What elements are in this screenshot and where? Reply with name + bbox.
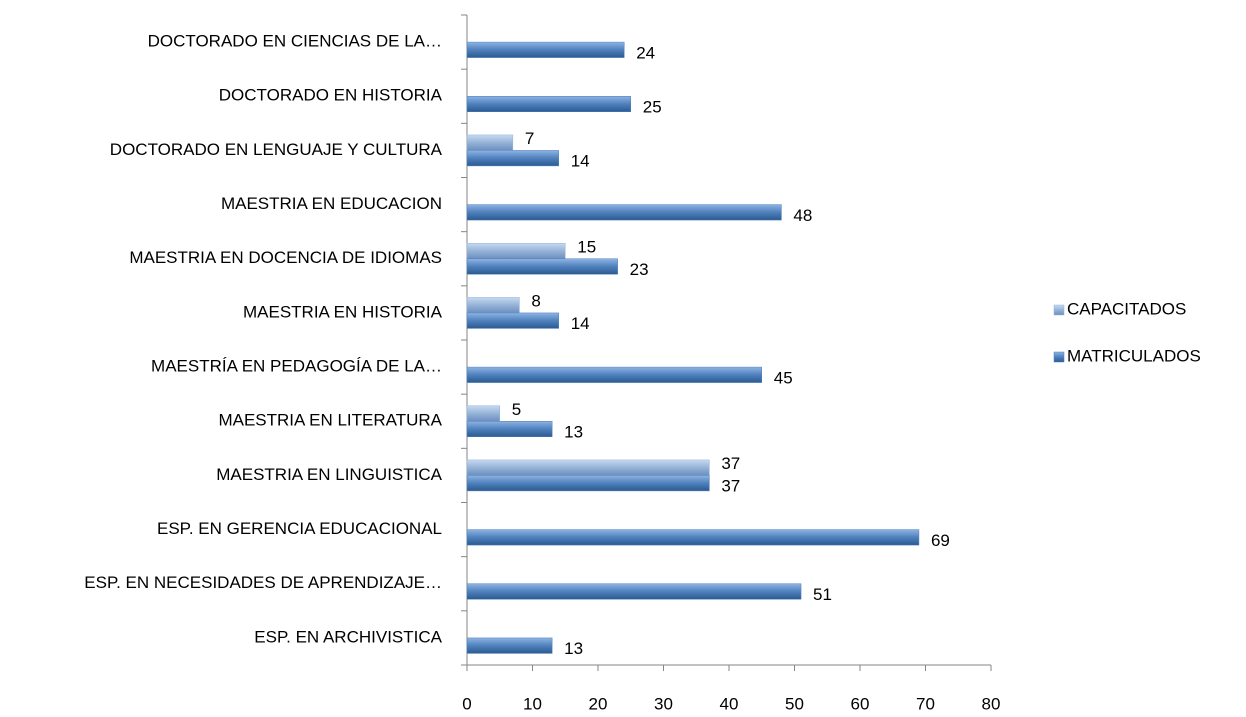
value-label: 7 xyxy=(525,129,534,148)
value-label: 69 xyxy=(931,531,950,550)
y-tick-label: MAESTRIA EN LINGUISTICA xyxy=(216,465,442,484)
value-label: 24 xyxy=(636,43,655,62)
bar xyxy=(466,366,762,383)
value-label: 45 xyxy=(774,368,793,387)
value-label: 48 xyxy=(793,206,812,225)
bar xyxy=(466,258,618,275)
x-tick-label: 40 xyxy=(720,694,739,713)
legend-swatch xyxy=(1053,351,1065,363)
bar xyxy=(466,312,559,329)
y-tick-label: MAESTRIA EN LITERATURA xyxy=(218,411,442,430)
y-tick-label: MAESTRIA EN HISTORIA xyxy=(243,302,443,321)
value-label: 25 xyxy=(643,97,662,116)
bar xyxy=(466,134,514,151)
bar xyxy=(466,637,553,654)
value-label: 23 xyxy=(630,260,649,279)
bar xyxy=(466,243,566,259)
bar xyxy=(466,405,500,422)
legend-label: CAPACITADOS xyxy=(1067,299,1186,318)
x-tick-label: 60 xyxy=(851,694,870,713)
y-tick-label: ESP. EN ARCHIVISTICA xyxy=(254,627,442,646)
y-tick-label: ESP. EN NECESIDADES DE APRENDIZAJE… xyxy=(84,573,442,592)
value-label: 37 xyxy=(721,454,740,473)
y-tick-label: MAESTRÍA EN PEDAGOGÍA DE LA… xyxy=(151,357,442,376)
bar xyxy=(466,204,782,221)
y-tick-label: MAESTRIA EN EDUCACION xyxy=(221,194,442,213)
bar xyxy=(466,529,920,546)
value-label: 37 xyxy=(721,477,740,496)
bar xyxy=(466,475,710,492)
x-tick-label: 20 xyxy=(589,694,608,713)
legend-label: MATRICULADOS xyxy=(1067,346,1201,365)
x-tick-label: 50 xyxy=(785,694,804,713)
value-label: 13 xyxy=(564,422,583,441)
value-label: 14 xyxy=(571,314,590,333)
x-tick-label: 0 xyxy=(462,694,471,713)
bar xyxy=(466,583,802,600)
y-tick-label: ESP. EN GERENCIA EDUCACIONAL xyxy=(157,519,442,538)
x-tick-label: 80 xyxy=(982,694,1001,713)
y-tick-label: DOCTORADO EN CIENCIAS DE LA… xyxy=(148,32,442,51)
bar xyxy=(466,459,710,476)
bar xyxy=(466,96,631,112)
bar xyxy=(466,150,559,167)
legend-swatch xyxy=(1053,304,1065,316)
y-tick-label: DOCTORADO EN LENGUAJE Y CULTURA xyxy=(110,140,443,159)
bar xyxy=(466,421,553,437)
y-tick-label: MAESTRIA EN DOCENCIA DE IDIOMAS xyxy=(129,248,442,267)
y-tick-label: DOCTORADO EN HISTORIA xyxy=(219,86,443,105)
value-label: 14 xyxy=(571,152,590,171)
value-label: 15 xyxy=(577,237,596,256)
value-label: 51 xyxy=(813,585,832,604)
x-tick-label: 30 xyxy=(654,694,673,713)
bar xyxy=(466,297,520,314)
bar xyxy=(466,41,625,58)
value-label: 5 xyxy=(512,400,521,419)
value-label: 13 xyxy=(564,639,583,658)
x-tick-label: 10 xyxy=(523,694,542,713)
value-label: 8 xyxy=(531,292,540,311)
x-tick-label: 70 xyxy=(916,694,935,713)
